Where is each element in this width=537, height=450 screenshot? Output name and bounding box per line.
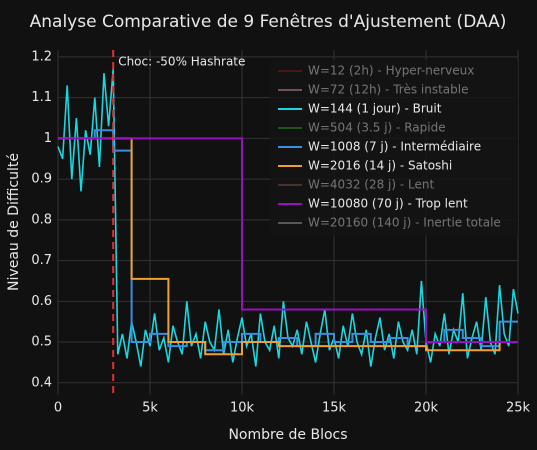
- legend-label: W=12 (2h) - Hyper-nerveux: [308, 64, 474, 78]
- y-tick-label: 0.7: [31, 253, 52, 268]
- chart-title: Analyse Comparative de 9 Fenêtres d'Ajus…: [30, 12, 507, 32]
- x-tick-label: 25k: [506, 401, 531, 416]
- y-tick-label: 0.4: [31, 375, 52, 390]
- series-line: [58, 137, 518, 344]
- legend-label: W=504 (3.5 j) - Rapide: [308, 121, 446, 135]
- x-tick-label: 20k: [414, 401, 439, 416]
- annotation: Choc: -50% Hashrate: [118, 55, 245, 69]
- legend-label: W=1008 (7 j) - Intermédiaire: [308, 140, 481, 154]
- series-line: [58, 137, 518, 356]
- legend-label: W=2016 (14 j) - Satoshi: [308, 159, 452, 173]
- y-tick-label: 0.5: [31, 335, 52, 350]
- legend-label: W=144 (1 jour) - Bruit: [308, 102, 442, 116]
- x-tick-label: 10k: [230, 401, 255, 416]
- x-tick-label: 15k: [322, 401, 347, 416]
- series-line: [58, 129, 518, 352]
- y-tick-label: 0.9: [31, 172, 52, 187]
- y-tick-label: 1.1: [31, 90, 52, 105]
- legend-label: W=4032 (28 j) - Lent: [308, 178, 434, 192]
- y-axis-label: Niveau de Difficulté: [6, 153, 22, 291]
- legend: W=12 (2h) - Hyper-nerveux W=72 (12h) - Tr…: [270, 60, 518, 236]
- x-tick-label: 0: [54, 401, 62, 416]
- y-tick-label: 1: [44, 131, 52, 146]
- legend-box: [270, 60, 518, 236]
- x-axis-label: Nombre de Blocs: [228, 427, 347, 443]
- y-tick-label: 0.8: [31, 212, 52, 227]
- legend-label: W=10080 (70 j) - Trop lent: [308, 197, 468, 211]
- y-tick-label: 0.6: [31, 294, 52, 309]
- legend-label: W=20160 (140 j) - Inertie totale: [308, 216, 501, 230]
- y-tick-label: 1.2: [31, 49, 52, 64]
- x-tick-label: 5k: [142, 401, 158, 416]
- legend-label: W=72 (12h) - Très instable: [308, 83, 468, 97]
